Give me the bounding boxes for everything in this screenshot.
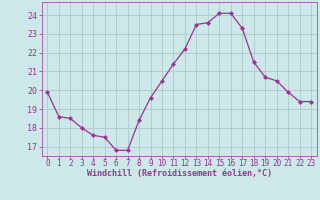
X-axis label: Windchill (Refroidissement éolien,°C): Windchill (Refroidissement éolien,°C)	[87, 169, 272, 178]
